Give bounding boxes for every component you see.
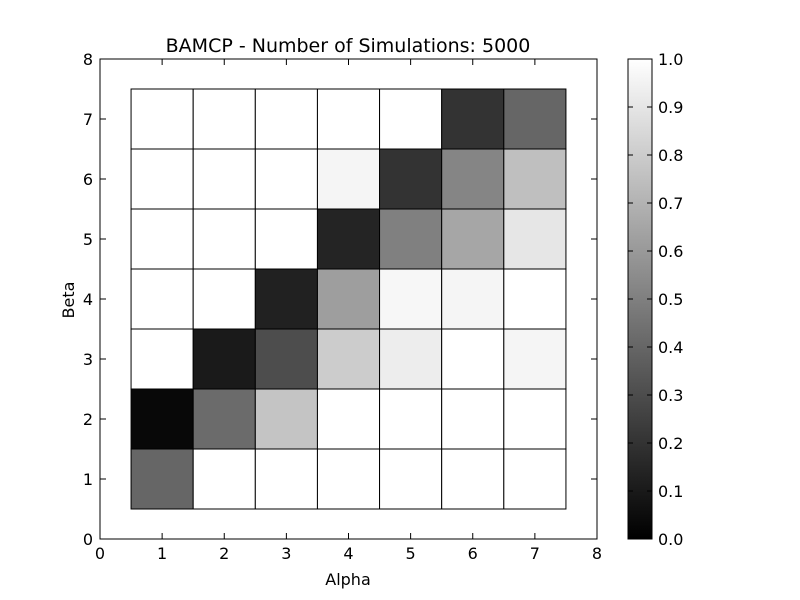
heatmap-cell [503, 88, 567, 150]
heatmap-cell [254, 388, 318, 450]
heatmap-cell [441, 388, 505, 450]
heatmap-cell [130, 268, 194, 330]
y-axis-ticks: 0 1 2 3 4 5 6 7 8 [83, 50, 597, 549]
colorbar-tick-label: 1.0 [658, 50, 683, 69]
heatmap-cell [254, 328, 318, 390]
heatmap-cell [316, 268, 381, 330]
heatmap-cell [254, 208, 318, 270]
colorbar-tick-label: 0.4 [658, 338, 683, 357]
heatmap-cell [379, 268, 443, 330]
x-tick-label: 8 [592, 544, 602, 563]
colorbar-tick-label: 0.5 [658, 290, 683, 309]
heatmap-cell [441, 208, 505, 270]
heatmap-cell [316, 388, 381, 450]
chart-title: BAMCP - Number of Simulations: 5000 [166, 35, 531, 57]
y-tick-label: 0 [83, 530, 93, 549]
y-tick-label: 7 [83, 110, 93, 129]
colorbar-tick-label: 0.3 [658, 386, 683, 405]
colorbar-tick-label: 0.7 [658, 194, 683, 213]
heatmap-cell [192, 388, 256, 450]
colorbar-tick-label: 0.6 [658, 242, 683, 261]
heatmap-cell [192, 328, 256, 390]
heatmap-cell [441, 448, 505, 510]
x-tick-label: 7 [530, 544, 540, 563]
heatmap-cell [316, 88, 381, 150]
x-tick-label: 4 [343, 544, 353, 563]
heatmap-cell [130, 328, 194, 390]
heatmap-cell [130, 148, 194, 210]
heatmap-cell [379, 148, 443, 210]
y-tick-label: 3 [83, 350, 93, 369]
colorbar-tick-label: 0.8 [658, 146, 683, 165]
heatmap-cell [254, 448, 318, 510]
heatmap-cell [441, 148, 505, 210]
colorbar-tick-label: 0.2 [658, 434, 683, 453]
colorbar-tick-label: 0.0 [658, 530, 683, 549]
colorbar-tick-label: 0.1 [658, 482, 683, 501]
x-axis-label: Alpha [325, 570, 371, 589]
heatmap-cell [503, 208, 567, 270]
heatmap-cell [192, 448, 256, 510]
heatmap-cell [316, 208, 381, 270]
heatmap-cell [503, 448, 567, 510]
y-tick-label: 5 [83, 230, 93, 249]
heatmap-cell [441, 88, 505, 150]
heatmap-cell [254, 148, 318, 210]
heatmap-cell [379, 328, 443, 390]
y-tick-label: 2 [83, 410, 93, 429]
colorbar-ticks: 0.0 0.1 0.2 0.3 0.4 0.5 0.6 0.7 0.8 0.9 1.0 [628, 50, 683, 549]
y-tick-label: 4 [83, 290, 93, 309]
x-tick-label: 5 [406, 544, 416, 563]
y-tick-label: 6 [83, 170, 93, 189]
heatmap-cell [130, 448, 194, 510]
heatmap-cell [130, 388, 194, 450]
x-tick-label: 1 [157, 544, 167, 563]
heatmap-cell [503, 328, 567, 390]
heatmap-cell [441, 268, 505, 330]
x-tick-label: 2 [219, 544, 229, 563]
heatmap-cell [254, 88, 318, 150]
x-tick-label: 3 [281, 544, 291, 563]
heatmap-cell [441, 328, 505, 390]
heatmap-cell [503, 268, 567, 330]
heatmap-cell [192, 268, 256, 330]
y-tick-label: 8 [83, 50, 93, 69]
heatmap-cell [316, 328, 381, 390]
heatmap-cell [192, 208, 256, 270]
y-axis-label: Beta [59, 282, 78, 319]
heatmap-cell [379, 208, 443, 270]
x-tick-label: 6 [468, 544, 478, 563]
heatmap-cell [130, 88, 194, 150]
heatmap-cell [503, 148, 567, 210]
colorbar-tick-label: 0.9 [658, 98, 683, 117]
heatmap-cell [503, 388, 567, 450]
heatmap-cell [192, 88, 256, 150]
heatmap-cell [316, 448, 381, 510]
heatmap-cell [379, 448, 443, 510]
heatmap-cell [379, 88, 443, 150]
x-axis-ticks: 0 1 2 3 4 5 6 7 8 [95, 59, 602, 563]
heatmap-cell [130, 208, 194, 270]
heatmap-cell [192, 148, 256, 210]
heatmap-cells [130, 88, 567, 510]
x-tick-label: 0 [95, 544, 105, 563]
heatmap-cell [254, 268, 318, 330]
heatmap-cell [379, 388, 443, 450]
heatmap-cell [316, 148, 381, 210]
y-tick-label: 1 [83, 470, 93, 489]
